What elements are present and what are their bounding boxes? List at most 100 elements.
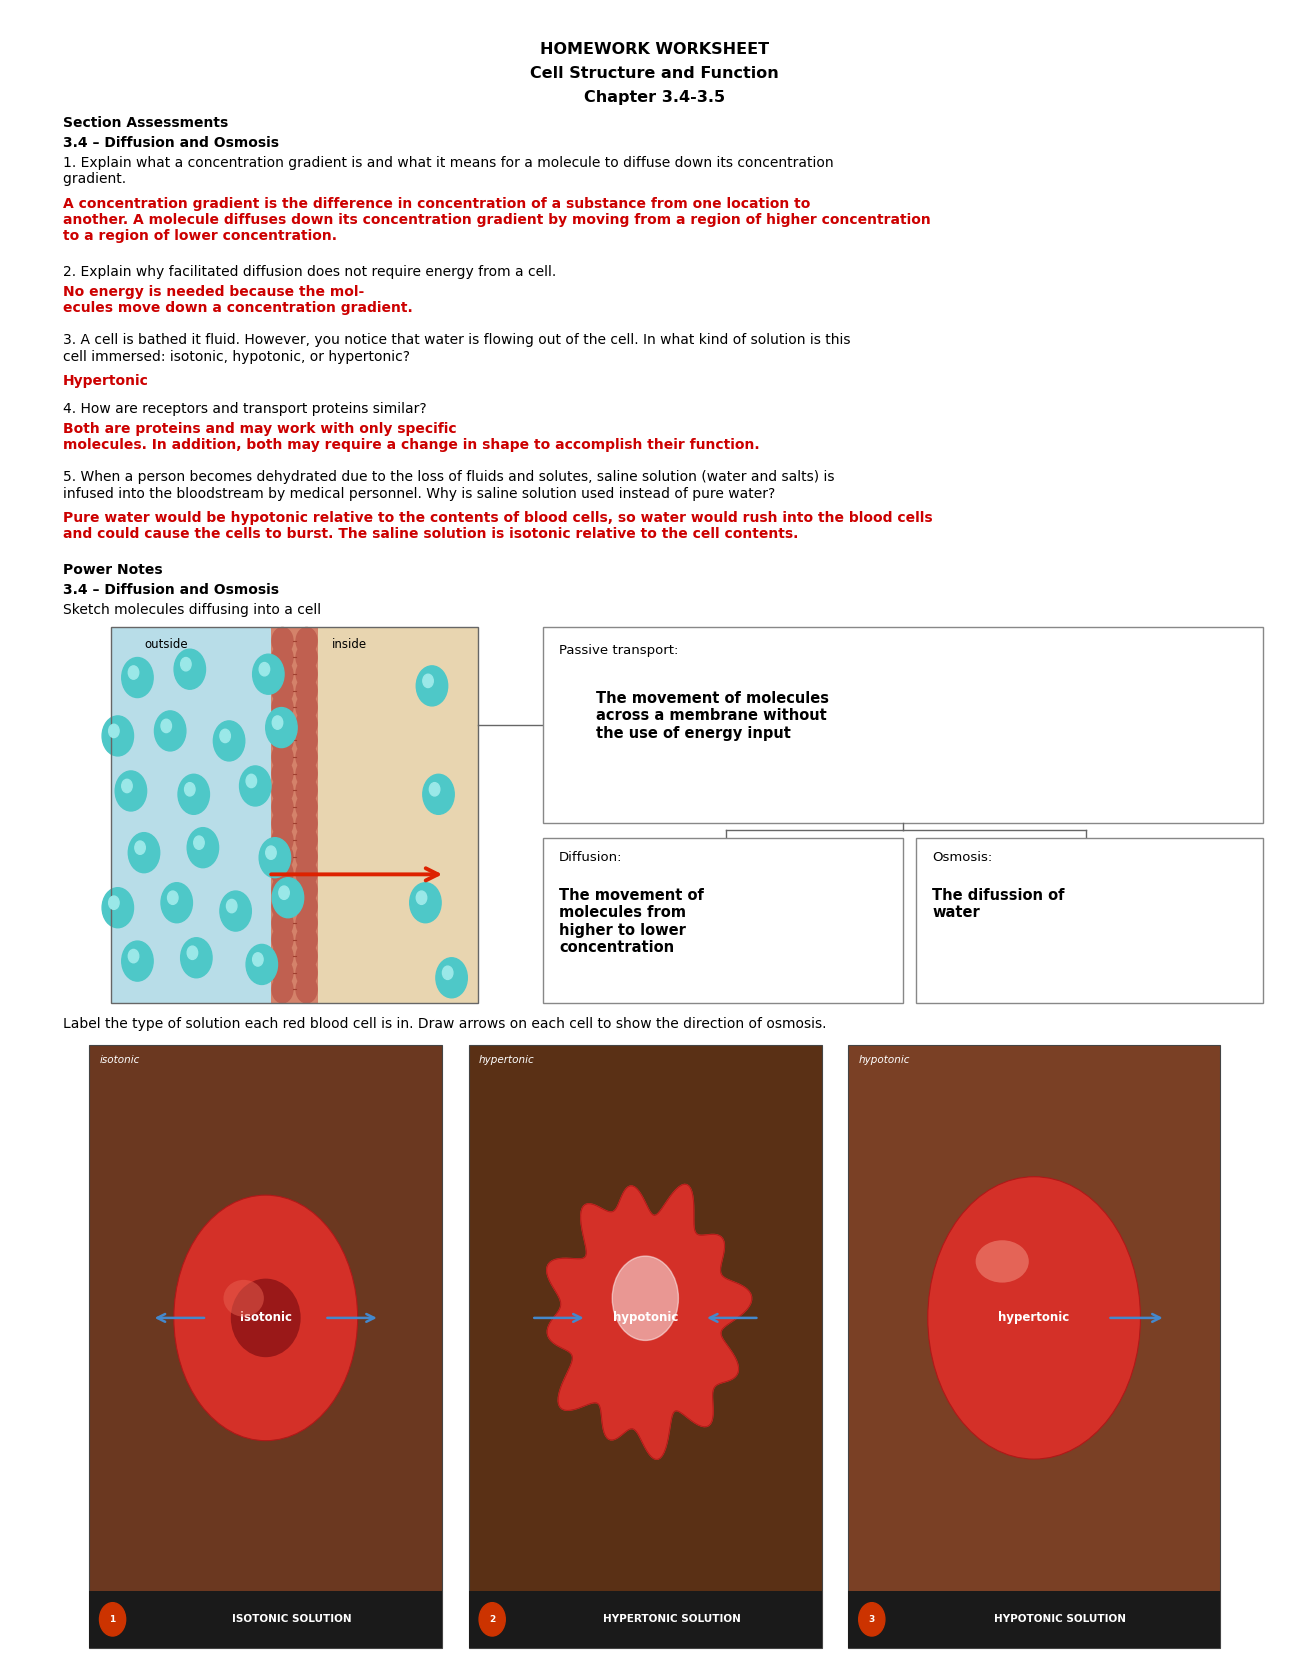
Circle shape [423,774,454,814]
Text: hypotonic: hypotonic [613,1311,678,1324]
Circle shape [226,899,237,912]
Circle shape [296,694,317,721]
Circle shape [102,716,134,756]
Circle shape [272,909,293,936]
Circle shape [128,949,139,962]
FancyBboxPatch shape [543,627,1263,822]
FancyBboxPatch shape [848,1046,1220,1648]
Text: The movement of molecules
across a membrane without
the use of energy input: The movement of molecules across a membr… [596,691,829,741]
Circle shape [272,677,293,704]
Circle shape [296,627,317,654]
Circle shape [259,837,291,877]
Circle shape [253,952,263,966]
FancyBboxPatch shape [89,1046,442,1648]
Circle shape [272,744,293,771]
Text: Pure water would be hypotonic relative to the contents of blood cells, so water : Pure water would be hypotonic relative t… [63,510,932,540]
FancyBboxPatch shape [543,837,903,1002]
Text: Osmosis:: Osmosis: [932,851,992,864]
Circle shape [240,766,271,806]
Circle shape [296,976,317,1002]
Text: 2: 2 [490,1615,495,1625]
Text: Power Notes: Power Notes [63,564,162,577]
Text: hypertonic: hypertonic [999,1311,1069,1324]
Circle shape [272,844,293,871]
Circle shape [272,644,293,671]
Circle shape [109,896,119,909]
Circle shape [272,711,293,737]
Text: HOMEWORK WORKSHEET: HOMEWORK WORKSHEET [539,42,770,57]
Text: 5. When a person becomes dehydrated due to the loss of fluids and solutes, salin: 5. When a person becomes dehydrated due … [63,470,834,500]
Circle shape [296,661,317,687]
Ellipse shape [928,1176,1140,1460]
Circle shape [246,774,257,787]
Text: Section Assessments: Section Assessments [63,117,228,130]
Text: 3.4 – Diffusion and Osmosis: 3.4 – Diffusion and Osmosis [63,584,279,597]
Circle shape [272,727,293,754]
Circle shape [220,729,230,742]
Circle shape [187,946,198,959]
Circle shape [266,846,276,859]
Circle shape [187,827,219,867]
Circle shape [181,657,191,671]
FancyBboxPatch shape [848,1591,1220,1648]
Circle shape [296,644,317,671]
Text: hypertonic: hypertonic [479,1056,535,1066]
Circle shape [279,886,289,899]
Circle shape [296,811,317,837]
Circle shape [109,724,119,737]
Ellipse shape [224,1279,264,1316]
Circle shape [135,841,145,854]
Circle shape [436,957,467,997]
Circle shape [479,1603,505,1636]
Circle shape [272,892,293,919]
FancyBboxPatch shape [111,627,271,1002]
Circle shape [296,711,317,737]
Circle shape [423,674,433,687]
FancyBboxPatch shape [469,1046,822,1648]
Circle shape [296,926,317,952]
Circle shape [122,779,132,792]
Circle shape [296,959,317,986]
Circle shape [161,719,171,732]
Circle shape [253,654,284,694]
Text: ISOTONIC SOLUTION: ISOTONIC SOLUTION [232,1615,352,1625]
Text: 2. Explain why facilitated diffusion does not require energy from a cell.: 2. Explain why facilitated diffusion doe… [63,265,560,279]
Circle shape [272,661,293,687]
Text: Passive transport:: Passive transport: [559,644,678,657]
Circle shape [122,941,153,981]
Circle shape [246,944,278,984]
Circle shape [266,707,297,747]
Circle shape [122,657,153,697]
Circle shape [213,721,245,761]
Circle shape [416,891,427,904]
Circle shape [168,891,178,904]
Circle shape [128,832,160,872]
Circle shape [613,1256,678,1341]
FancyBboxPatch shape [469,1591,822,1648]
FancyBboxPatch shape [89,1591,442,1648]
Text: 1: 1 [110,1615,115,1625]
Text: Sketch molecules diffusing into a cell: Sketch molecules diffusing into a cell [63,604,321,617]
Circle shape [272,976,293,1002]
Text: Label the type of solution each red blood cell is in. Draw arrows on each cell t: Label the type of solution each red bloo… [63,1017,826,1031]
Ellipse shape [230,1279,301,1358]
Circle shape [272,716,283,729]
Text: Chapter 3.4-3.5: Chapter 3.4-3.5 [584,90,725,105]
Circle shape [296,794,317,821]
Polygon shape [547,1184,751,1460]
Text: isotonic: isotonic [240,1311,292,1324]
Text: isotonic: isotonic [99,1056,140,1066]
Ellipse shape [975,1241,1029,1283]
Text: Hypertonic: Hypertonic [63,374,149,387]
Text: A concentration gradient is the difference in concentration of a substance from : A concentration gradient is the differen… [63,197,931,244]
Circle shape [272,694,293,721]
Circle shape [296,677,317,704]
Circle shape [296,761,317,787]
Circle shape [161,882,192,922]
Text: No energy is needed because the mol-
ecules move down a concentration gradient.: No energy is needed because the mol- ecu… [63,285,412,315]
Circle shape [272,942,293,969]
Circle shape [181,937,212,977]
Text: 3.4 – Diffusion and Osmosis: 3.4 – Diffusion and Osmosis [63,137,279,150]
Circle shape [272,811,293,837]
Circle shape [296,744,317,771]
